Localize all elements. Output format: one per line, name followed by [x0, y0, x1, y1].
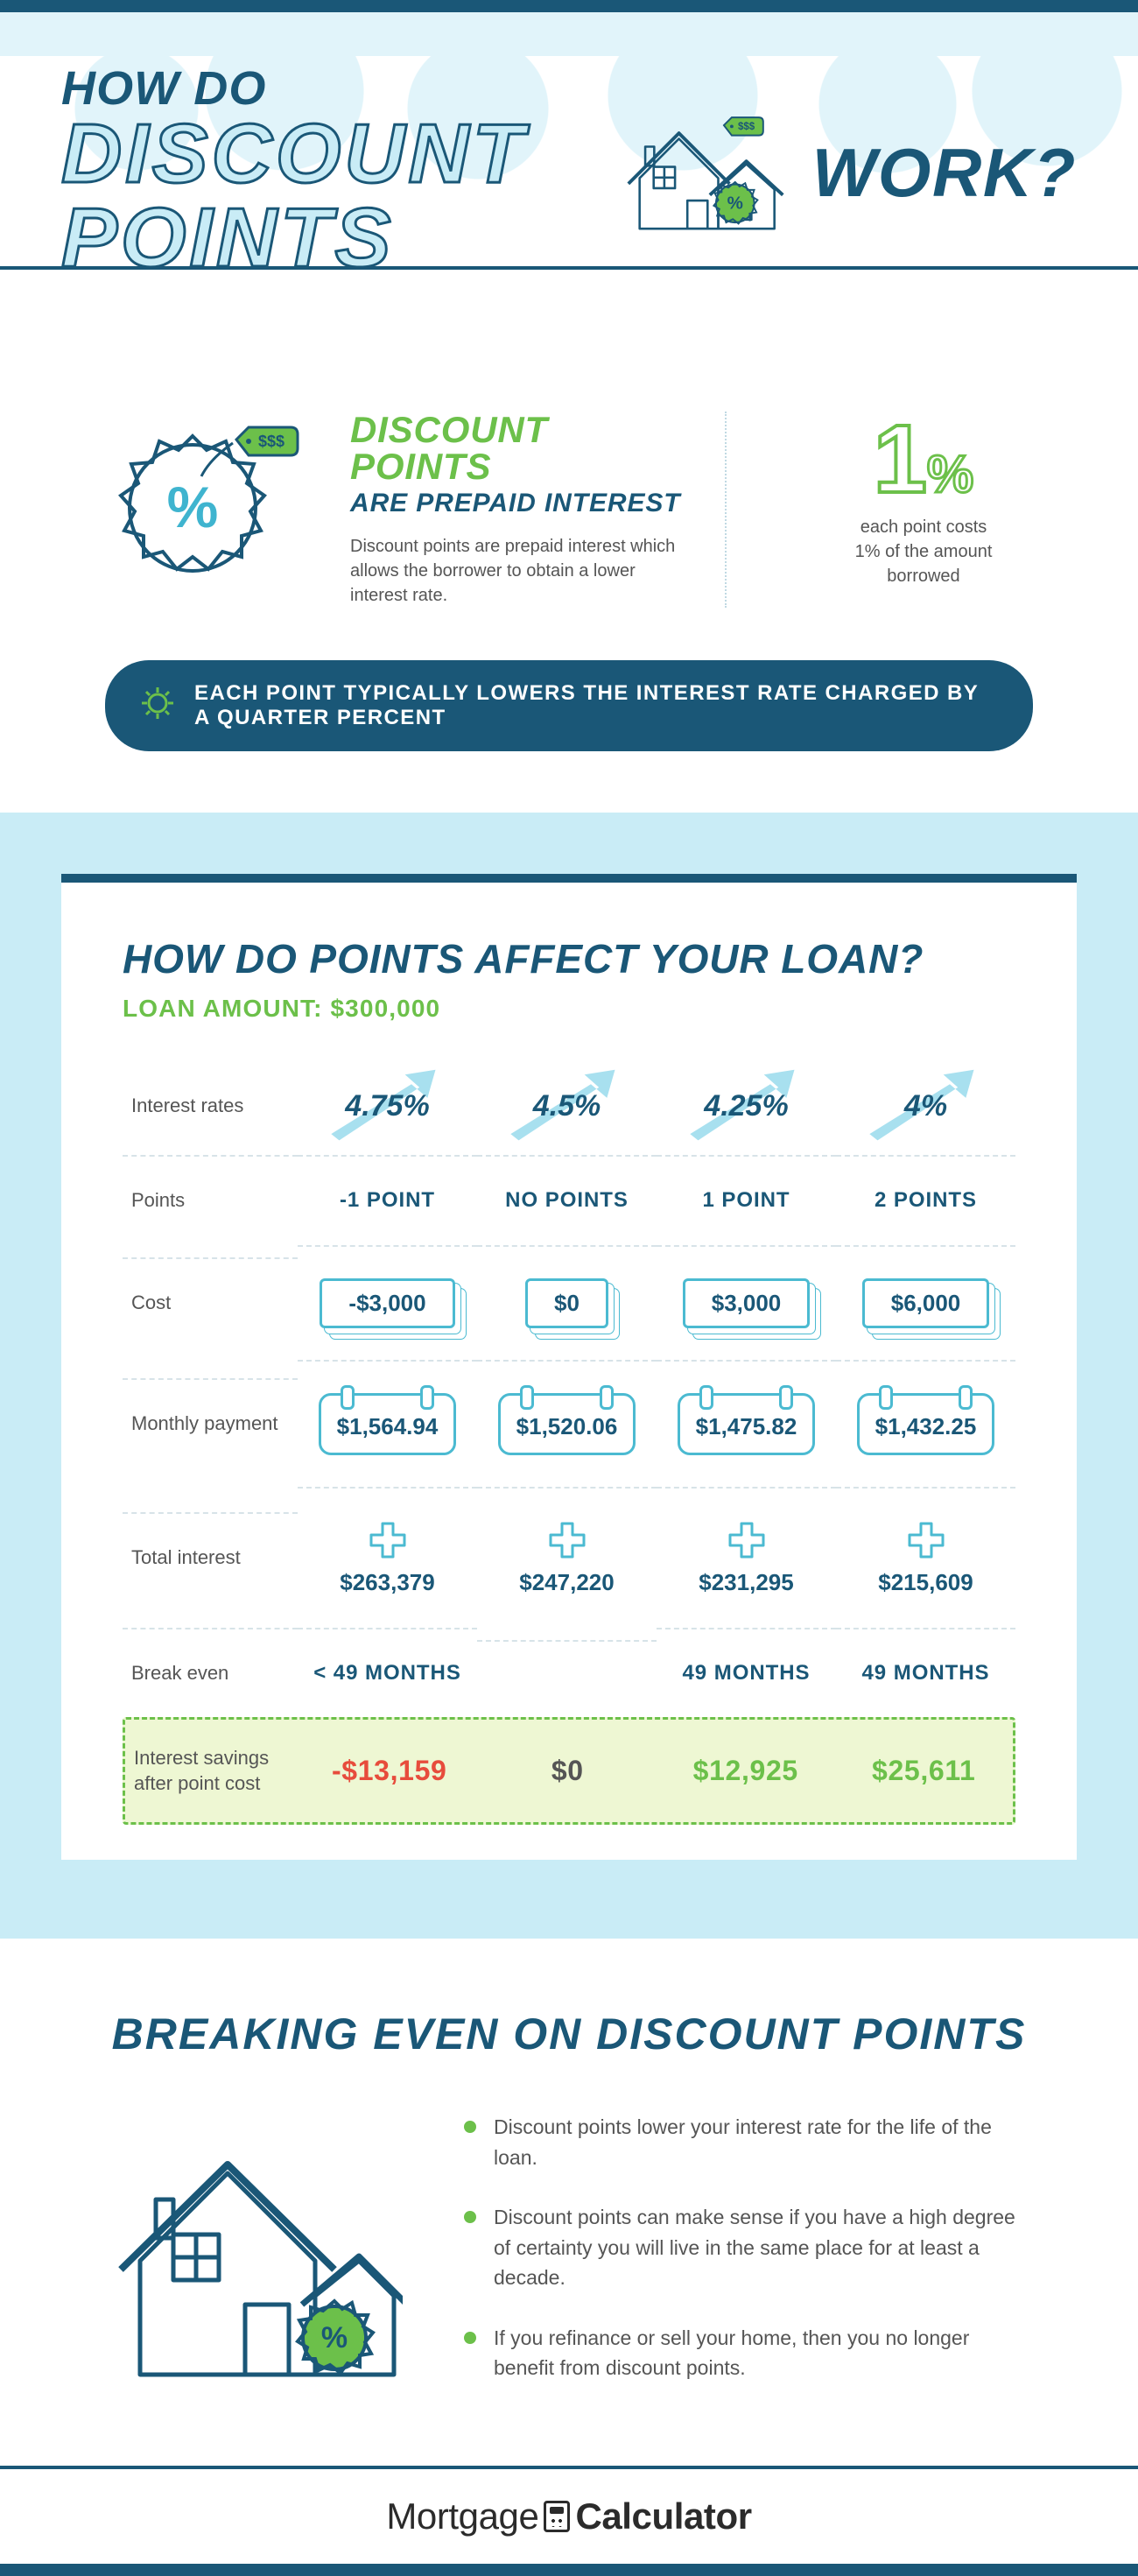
- points-cell: NO POINTS: [477, 1155, 657, 1244]
- hero-house-illustration: $$$ %: [617, 76, 786, 269]
- rate-cell: 4.25%: [657, 1058, 836, 1155]
- cost-cell: $6,000: [836, 1245, 1015, 1360]
- cost-cell: $0: [477, 1245, 657, 1360]
- cost-cell: $3,000: [657, 1245, 836, 1360]
- brand-word-b: Calculator: [575, 2495, 751, 2537]
- svg-text:$$$: $$$: [738, 122, 755, 132]
- hero-title-block: HOW DO DISCOUNT POINTS: [61, 65, 591, 280]
- breakeven-title: BREAKING EVEN ON DISCOUNT POINTS: [105, 2009, 1033, 2059]
- plus-icon: [906, 1520, 946, 1560]
- row-label-points: Points: [123, 1155, 298, 1245]
- savings-row: Interest savings after point cost -$13,1…: [123, 1717, 1015, 1825]
- hero-header: HOW DO DISCOUNT POINTS: [0, 0, 1138, 377]
- points-cell: -1 POINT: [298, 1155, 477, 1244]
- total-interest-cell: $263,379: [298, 1487, 477, 1628]
- intro-one-percent: 1% each point costs 1% of the amount bor…: [770, 412, 1033, 588]
- monthly-cell: $1,475.82: [657, 1360, 836, 1487]
- monthly-cell: $1,432.25: [836, 1360, 1015, 1487]
- row-label-monthly: Monthly payment: [123, 1378, 298, 1468]
- savings-cell: $25,611: [835, 1728, 1014, 1813]
- plus-icon: [368, 1520, 408, 1560]
- calculator-icon: [544, 2501, 570, 2532]
- list-item: If you refinance or sell your home, then…: [464, 2323, 1033, 2383]
- lightbulb-icon: [140, 686, 175, 727]
- row-label-breakeven: Break even: [123, 1628, 298, 1718]
- one-percent-figure: 1%: [874, 412, 974, 508]
- brand-word-a: Mortgage: [386, 2495, 538, 2537]
- row-label-cost: Cost: [123, 1257, 298, 1348]
- breakeven-cell: [477, 1640, 657, 1705]
- plus-icon: [547, 1520, 587, 1560]
- one-percent-text: each point costs 1% of the amount borrow…: [814, 515, 1033, 588]
- loan-grid: Interest rates 4.75% 4.5% 4.25% 4% Point…: [123, 1058, 1015, 1825]
- svg-text:%: %: [167, 475, 219, 539]
- hero-main-title: DISCOUNT POINTS: [61, 112, 591, 280]
- list-item: Discount points lower your interest rate…: [464, 2112, 1033, 2172]
- savings-cell: $0: [479, 1728, 657, 1813]
- callout-bar: EACH POINT TYPICALLY LOWERS THE INTEREST…: [105, 660, 1033, 751]
- intro-body: Discount points are prepaid interest whi…: [350, 534, 681, 608]
- row-label-total-interest: Total interest: [123, 1512, 298, 1602]
- rate-cell: 4.75%: [298, 1058, 477, 1155]
- savings-cell: $12,925: [657, 1728, 835, 1813]
- total-interest-cell: $231,295: [657, 1487, 836, 1628]
- loan-table-section: HOW DO POINTS AFFECT YOUR LOAN? LOAN AMO…: [0, 813, 1138, 1939]
- intro-section: % $$$ DISCOUNT POINTS ARE PREPAID INTERE…: [0, 377, 1138, 634]
- monthly-cell: $1,520.06: [477, 1360, 657, 1487]
- table-title: HOW DO POINTS AFFECT YOUR LOAN?: [123, 935, 1015, 982]
- savings-cell: -$13,159: [300, 1728, 479, 1813]
- svg-text:%: %: [727, 194, 743, 214]
- hero-pretitle: HOW DO: [61, 65, 591, 112]
- loan-table-card: HOW DO POINTS AFFECT YOUR LOAN? LOAN AMO…: [61, 874, 1077, 1860]
- breakeven-cell: < 49 MONTHS: [298, 1628, 477, 1717]
- callout-text: EACH POINT TYPICALLY LOWERS THE INTEREST…: [194, 681, 998, 730]
- plus-icon: [727, 1520, 767, 1560]
- total-interest-cell: $215,609: [836, 1487, 1015, 1628]
- breakeven-house-illustration: %: [105, 2129, 403, 2397]
- rate-cell: 4%: [836, 1058, 1015, 1155]
- monthly-cell: $1,564.94: [298, 1360, 477, 1487]
- intro-text-block: DISCOUNT POINTS ARE PREPAID INTEREST Dis…: [350, 412, 727, 608]
- breakeven-cell: 49 MONTHS: [657, 1628, 836, 1717]
- intro-percent-badge: % $$$: [105, 412, 306, 591]
- breakeven-bullet-list: Discount points lower your interest rate…: [464, 2112, 1033, 2413]
- svg-text:$$$: $$$: [258, 433, 284, 450]
- one-percent-symbol: %: [927, 445, 973, 503]
- list-item: Discount points can make sense if you ha…: [464, 2202, 1033, 2293]
- intro-subtitle: ARE PREPAID INTEREST: [350, 489, 681, 518]
- footer: Mortgage Calculator: [0, 2466, 1138, 2576]
- cost-cell: -$3,000: [298, 1245, 477, 1360]
- row-label-interest: Interest rates: [123, 1062, 298, 1151]
- row-label-savings: Interest savings after point cost: [125, 1720, 300, 1822]
- breakeven-section: BREAKING EVEN ON DISCOUNT POINTS %: [0, 1939, 1138, 2466]
- total-interest-cell: $247,220: [477, 1487, 657, 1628]
- hero-suffix: WORK?: [812, 133, 1077, 213]
- intro-title: DISCOUNT POINTS: [350, 412, 681, 485]
- svg-text:%: %: [321, 2321, 348, 2354]
- points-cell: 2 POINTS: [836, 1155, 1015, 1244]
- one-percent-number: 1: [874, 405, 927, 513]
- brand-logo: Mortgage Calculator: [386, 2495, 751, 2537]
- rate-cell: 4.5%: [477, 1058, 657, 1155]
- breakeven-cell: 49 MONTHS: [836, 1628, 1015, 1717]
- points-cell: 1 POINT: [657, 1155, 836, 1244]
- table-subtitle: LOAN AMOUNT: $300,000: [123, 995, 1015, 1023]
